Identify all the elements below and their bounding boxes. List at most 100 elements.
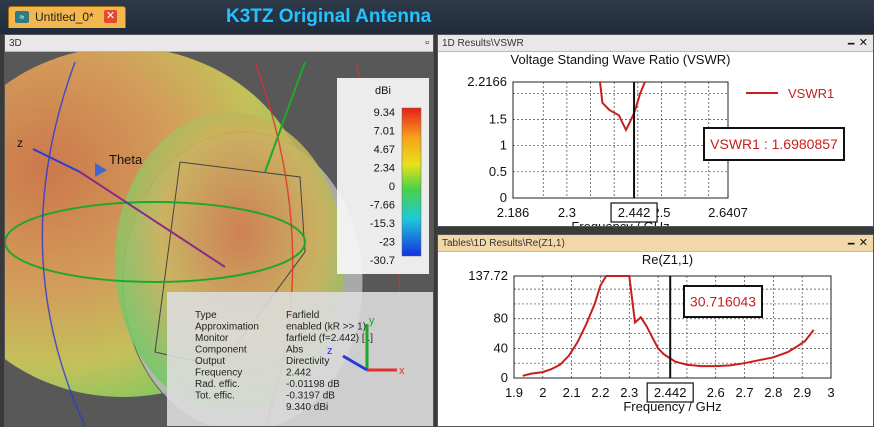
vswr-panel-title: 1D Results\VSWR: [442, 38, 524, 49]
triad-x-label: x: [399, 365, 405, 377]
colorbar-tick-label: 4.67: [374, 144, 395, 156]
info-label: Tot. effic.: [195, 391, 235, 402]
cursor-label-box: [610, 202, 658, 223]
maximize-icon[interactable]: ▫: [425, 37, 429, 49]
series-line: [599, 81, 646, 133]
plot-frame: [513, 275, 832, 379]
y-tick-label: 1.5: [489, 112, 507, 127]
y-tick-label: 0.5: [489, 164, 507, 179]
x-tick-label: 2.3: [620, 385, 638, 400]
y-tick-label: 40: [494, 340, 508, 355]
colorbar-tick-label: -30.7: [370, 255, 395, 267]
y-tick-label: 0: [501, 370, 508, 385]
phi-line: [264, 61, 306, 173]
y-tick-label: 1: [500, 138, 507, 153]
z-axis-line: [32, 148, 81, 173]
y-tick-label: 2.2166: [467, 74, 507, 89]
info-label: Frequency: [195, 368, 242, 379]
info-label: Approximation: [195, 322, 259, 333]
cursor-label-box: [646, 382, 694, 403]
cst-document-icon: ≈: [15, 11, 29, 23]
banner-title: K3TZ Original Antenna: [226, 6, 432, 27]
document-tab-label: Untitled_0*: [35, 10, 94, 24]
document-tab-bar: ≈ Untitled_0* ✕ K3TZ Original Antenna: [0, 0, 874, 34]
theta-label: Theta: [109, 152, 143, 167]
close-tab-icon[interactable]: ✕: [104, 10, 117, 23]
theta-direction-line: [79, 171, 226, 268]
marker-value-box: [703, 127, 845, 161]
x-tick-label: 2.6: [707, 385, 725, 400]
plot-frame: [512, 81, 729, 199]
rez11-chart[interactable]: Re(Z1,1) 137.72 80 40 01.9 2 2.1 2.2 2.3 2.6 2.7 2.…: [438, 252, 873, 426]
minimize-icon[interactable]: 🗕: [847, 237, 855, 249]
chart-title: Voltage Standing Wave Ratio (VSWR): [511, 52, 731, 67]
marker-value-box: [683, 285, 763, 318]
rez11-panel[interactable]: Tables\1D Results\Re(Z1,1) 🗕 ✕ Re(Z1,1) 1…: [437, 234, 874, 427]
info-label: Output: [195, 356, 225, 367]
info-value: Abs: [286, 345, 303, 356]
info-value: 9.340 dBi: [286, 402, 328, 413]
x-tick-label: 2.9: [793, 385, 811, 400]
theta-arrow-icon: [95, 163, 107, 177]
info-label: Monitor: [195, 333, 229, 344]
colorbar-tick-label: 7.01: [374, 126, 395, 138]
info-value: -0.01198 dB: [286, 379, 340, 390]
theta-arc-blue: [41, 61, 86, 426]
legend-label: VSWR1: [788, 86, 834, 101]
x-tick-label: 2: [539, 385, 546, 400]
z-axis-label: z: [17, 136, 23, 150]
info-panel: [167, 292, 433, 426]
colorbar-tick-label: 0: [389, 181, 395, 193]
info-label: Type: [195, 310, 217, 321]
triad-z-axis: [342, 354, 368, 372]
info-value: 2.442: [286, 368, 311, 379]
x-tick-label: 2.8: [764, 385, 782, 400]
view-3d-title: 3D: [9, 38, 22, 49]
vswr-title-bar: 1D Results\VSWR 🗕 ✕: [438, 35, 873, 52]
triad-z-label: z: [327, 345, 333, 357]
x-tick-label: 2.2: [591, 385, 609, 400]
close-icon[interactable]: ✕: [858, 237, 868, 249]
rez11-title-bar: Tables\1D Results\Re(Z1,1) 🗕 ✕: [438, 235, 873, 252]
x-tick-label: 2.3: [558, 205, 576, 220]
colorbar-tick-label: 2.34: [374, 163, 395, 175]
info-value: enabled (kR >> 1): [286, 322, 366, 333]
close-icon[interactable]: ✕: [858, 37, 868, 49]
x-tick-label: 2.186: [497, 205, 530, 220]
x-tick-label: 1.9: [505, 385, 523, 400]
phi-circle: [5, 201, 306, 283]
info-label: Component: [195, 345, 247, 356]
x-tick-label: 2.1: [563, 385, 581, 400]
chart-title: Re(Z1,1): [642, 252, 693, 267]
info-value: farfield (f=2.442) [1]: [286, 333, 373, 344]
info-value: Directivity: [286, 356, 329, 367]
vswr-panel[interactable]: 1D Results\VSWR 🗕 ✕ Voltage Standing Wav…: [437, 34, 874, 227]
colorbar-tick-label: 9.34: [374, 107, 395, 119]
y-tick-label: 0: [500, 190, 507, 205]
colorbar-scale: [401, 107, 422, 257]
x-tick-label: 2.6407: [708, 205, 748, 220]
rez11-panel-title: Tables\1D Results\Re(Z1,1): [442, 238, 565, 249]
series-line: [522, 275, 815, 377]
x-axis-label: Frequency / GHz: [623, 399, 721, 414]
vswr-chart[interactable]: Voltage Standing Wave Ratio (VSWR) 2.2166…: [438, 52, 873, 226]
colorbar-tick-label: -15.3: [370, 218, 395, 230]
marker-value-text: VSWR1 : 1.6980857: [710, 136, 838, 152]
farfield-3d-view[interactable]: z Theta dBi 9.34 7.01 4.67 2.34 0 -7.66 -15.3 -…: [5, 52, 433, 426]
minimize-icon[interactable]: 🗕: [847, 37, 855, 49]
x-tick-label: 2.7: [736, 385, 754, 400]
document-tab[interactable]: ≈ Untitled_0* ✕: [8, 6, 126, 28]
colorbar-unit: dBi: [375, 85, 391, 97]
cursor-x-label: 2.442: [654, 385, 687, 400]
colorbar-tick-label: -23: [379, 237, 395, 249]
y-tick-label: 80: [494, 311, 508, 326]
info-value: Farfield: [286, 310, 319, 321]
colorbar-tick-label: -7.66: [370, 200, 395, 212]
view-3d-title-bar: 3D ▫: [5, 35, 433, 52]
cursor-x-label: 2.442: [618, 205, 651, 220]
marker-value-text: 30.716043: [690, 294, 756, 310]
view-3d-panel[interactable]: 3D ▫: [4, 34, 434, 427]
info-value: -0.3197 dB: [286, 391, 335, 402]
colorbar-ticks: 9.34 7.01 4.67 2.34 0 -7.66 -15.3 -23 -30.7: [370, 107, 395, 267]
info-label: Rad. effic.: [195, 379, 240, 390]
